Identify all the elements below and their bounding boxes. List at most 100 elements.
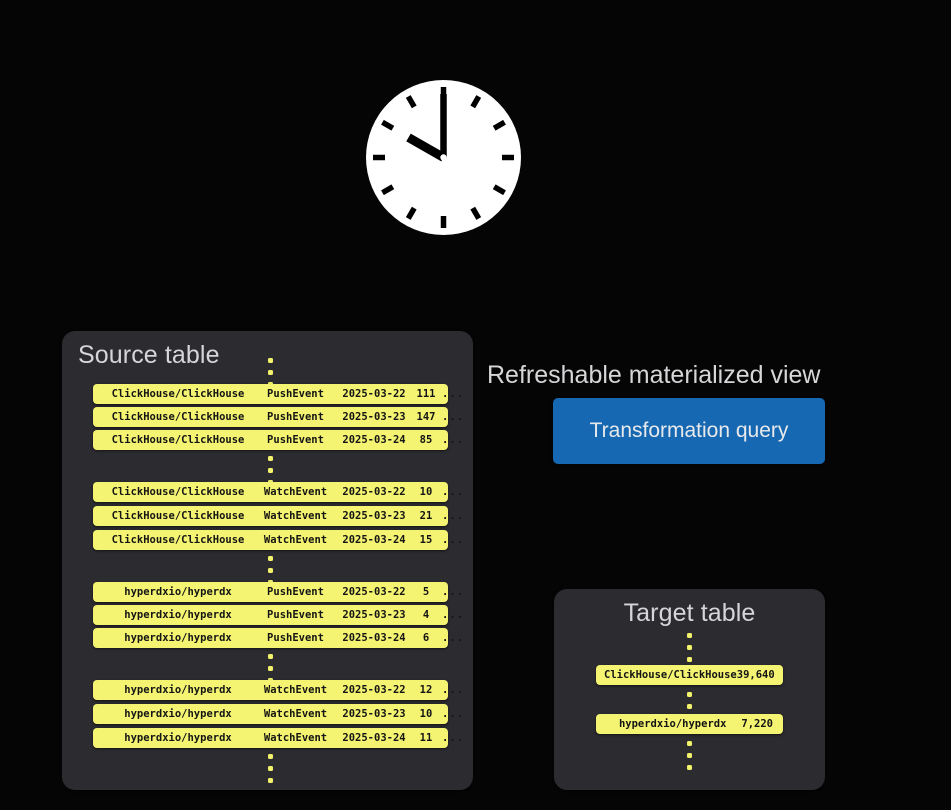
cell-more: ... <box>442 510 464 522</box>
cell-date: 2025-03-22 <box>342 586 406 598</box>
table-row[interactable]: ClickHouse/ClickHouse PushEvent 2025-03-… <box>93 384 463 404</box>
cell-count: 10 <box>419 708 433 720</box>
cell-more: ... <box>442 534 464 546</box>
dot <box>267 468 273 473</box>
cell-count: 85 <box>419 434 433 446</box>
cell-date: 2025-03-22 <box>342 684 406 696</box>
ellipsis-dots <box>267 754 273 783</box>
cell-event: WatchEvent <box>263 510 328 522</box>
target-table-panel: Target table ClickHouse/ClickHouse 39,64… <box>554 589 825 790</box>
ellipsis-dots <box>267 456 273 485</box>
target-table-title: Target table <box>623 599 756 627</box>
cell-more: ... <box>442 732 464 744</box>
table-row[interactable]: ClickHouse/ClickHouse WatchEvent 2025-03… <box>93 530 463 550</box>
cell-event: WatchEvent <box>263 684 328 696</box>
cell-date: 2025-03-23 <box>342 411 406 423</box>
cell-repo: ClickHouse/ClickHouse <box>111 534 245 546</box>
cell-more: ... <box>442 632 464 644</box>
cell-more: ... <box>442 388 464 400</box>
cell-repo: hyperdxio/hyperdx <box>124 708 232 720</box>
cell-count: 5 <box>422 586 430 598</box>
cell-date: 2025-03-24 <box>342 434 406 446</box>
cell-date: 2025-03-24 <box>342 534 406 546</box>
cell-repo: ClickHouse/ClickHouse <box>111 486 245 498</box>
cell-event: WatchEvent <box>263 732 328 744</box>
ellipsis-dots <box>267 654 273 683</box>
cell-count: 111 <box>416 388 436 400</box>
materialized-view-title: Refreshable materialized view <box>487 361 821 389</box>
cell-count: 15 <box>419 534 433 546</box>
cell-count: 147 <box>416 411 436 423</box>
cell-event: PushEvent <box>267 388 324 400</box>
cell-repo: hyperdxio/hyperdx <box>618 718 727 730</box>
dot <box>267 654 273 659</box>
cell-repo: ClickHouse/ClickHouse <box>111 510 245 522</box>
cell-repo: ClickHouse/ClickHouse <box>111 434 245 446</box>
cell-count: 12 <box>419 684 433 696</box>
dot <box>686 657 692 662</box>
table-row[interactable]: ClickHouse/ClickHouse PushEvent 2025-03-… <box>93 407 463 427</box>
cell-event: PushEvent <box>267 411 324 423</box>
cell-count: 21 <box>419 510 433 522</box>
cell-date: 2025-03-24 <box>342 632 406 644</box>
cell-event: PushEvent <box>267 434 324 446</box>
cell-more: ... <box>442 434 464 446</box>
cell-date: 2025-03-22 <box>342 388 406 400</box>
dot <box>686 645 692 650</box>
cell-more: ... <box>442 586 464 598</box>
table-row[interactable]: hyperdxio/hyperdx PushEvent 2025-03-23 4… <box>93 605 463 625</box>
dot <box>267 358 273 363</box>
ellipsis-dots <box>686 741 692 770</box>
source-table-title: Source table <box>78 341 220 369</box>
cell-date: 2025-03-24 <box>342 732 406 744</box>
cell-repo: hyperdxio/hyperdx <box>124 586 232 598</box>
cell-repo: hyperdxio/hyperdx <box>124 609 232 621</box>
table-row[interactable]: hyperdxio/hyperdx WatchEvent 2025-03-23 … <box>93 704 463 724</box>
table-row[interactable]: hyperdxio/hyperdx 7,220 <box>596 714 783 734</box>
dot <box>686 765 692 770</box>
dot <box>686 753 692 758</box>
cell-count: 4 <box>422 609 430 621</box>
dot <box>686 633 692 638</box>
cell-event: PushEvent <box>267 609 324 621</box>
cell-repo: hyperdxio/hyperdx <box>124 732 232 744</box>
table-row[interactable]: hyperdxio/hyperdx PushEvent 2025-03-22 5… <box>93 582 463 602</box>
ellipsis-dots <box>686 633 692 662</box>
cell-event: WatchEvent <box>263 486 328 498</box>
dot <box>267 456 273 461</box>
dot <box>267 766 273 771</box>
dot <box>686 741 692 746</box>
cell-event: PushEvent <box>267 586 324 598</box>
cell-date: 2025-03-23 <box>342 708 406 720</box>
cell-event: WatchEvent <box>263 708 328 720</box>
dot <box>267 778 273 783</box>
cell-count: 7,220 <box>741 718 773 730</box>
cell-more: ... <box>442 708 464 720</box>
table-row[interactable]: ClickHouse/ClickHouse WatchEvent 2025-03… <box>93 506 463 526</box>
cell-repo: ClickHouse/ClickHouse <box>604 669 737 681</box>
cell-more: ... <box>442 411 464 423</box>
cell-count: 39,640 <box>736 669 775 681</box>
cell-repo: hyperdxio/hyperdx <box>124 632 232 644</box>
table-row[interactable]: ClickHouse/ClickHouse WatchEvent 2025-03… <box>93 482 463 502</box>
table-row[interactable]: hyperdxio/hyperdx WatchEvent 2025-03-22 … <box>93 680 463 700</box>
ellipsis-dots <box>267 358 273 387</box>
cell-count: 10 <box>419 486 433 498</box>
dot <box>267 754 273 759</box>
cell-date: 2025-03-22 <box>342 486 406 498</box>
cell-event: WatchEvent <box>263 534 328 546</box>
table-row[interactable]: hyperdxio/hyperdx WatchEvent 2025-03-24 … <box>93 728 463 748</box>
cell-count: 11 <box>419 732 433 744</box>
dot <box>267 370 273 375</box>
cell-more: ... <box>442 486 464 498</box>
table-row[interactable]: ClickHouse/ClickHouse PushEvent 2025-03-… <box>93 430 463 450</box>
table-row[interactable]: ClickHouse/ClickHouse 39,640 <box>596 665 783 685</box>
cell-event: PushEvent <box>267 632 324 644</box>
clock-icon <box>366 80 521 235</box>
transformation-query-button[interactable]: Transformation query <box>553 398 825 464</box>
cell-date: 2025-03-23 <box>342 609 406 621</box>
ellipsis-dots <box>267 556 273 585</box>
table-row[interactable]: hyperdxio/hyperdx PushEvent 2025-03-24 6… <box>93 628 463 648</box>
dot <box>267 666 273 671</box>
